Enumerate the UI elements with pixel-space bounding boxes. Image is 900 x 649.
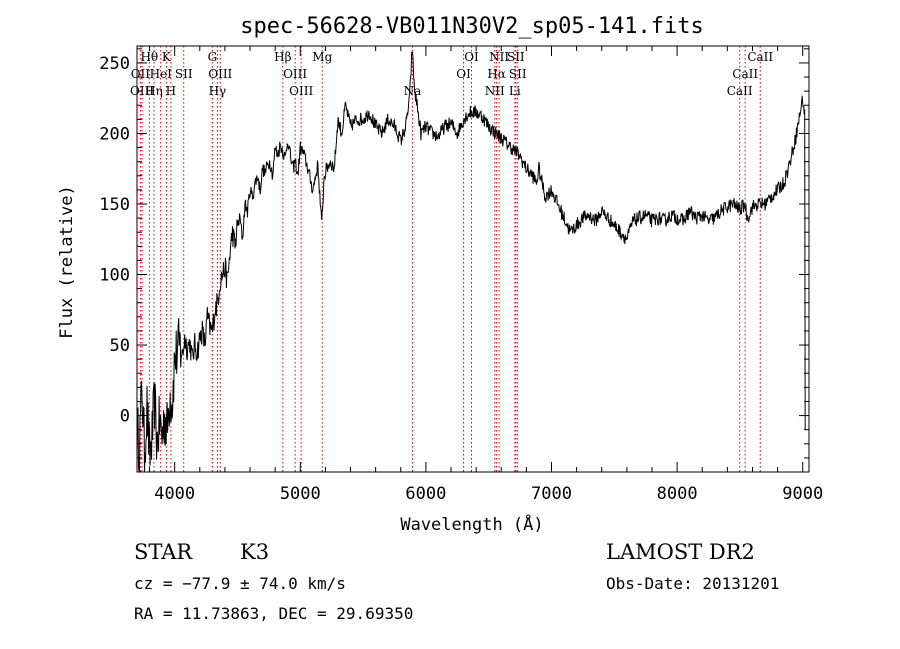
- y-axis-label: Flux (relative): [57, 185, 77, 339]
- line-label: K: [162, 50, 172, 64]
- line-label: SII: [507, 50, 525, 64]
- line-label: SII: [509, 67, 527, 81]
- line-label: Na: [404, 84, 422, 98]
- line-label: OIII: [208, 67, 232, 81]
- redshift-readout: cz = −77.9 ± 74.0 km/s: [134, 574, 346, 593]
- line-label: CaII: [727, 84, 753, 98]
- y-tick-label: 250: [99, 54, 130, 74]
- object-class: STAR: [134, 540, 193, 564]
- line-label: OII: [131, 67, 151, 81]
- x-tick-label: 4000: [154, 484, 195, 504]
- line-label: Hα: [487, 67, 506, 81]
- line-label: CaII: [732, 67, 758, 81]
- x-tick-label: 6000: [405, 484, 446, 504]
- x-tick-label: 9000: [782, 484, 823, 504]
- line-label: G: [208, 50, 218, 64]
- line-label: OIII: [289, 84, 313, 98]
- spectrum-line: [136, 51, 806, 473]
- line-label: Hη: [145, 84, 163, 98]
- line-label: Hθ: [140, 50, 158, 64]
- line-label: Li: [509, 84, 521, 98]
- y-tick-label: 200: [99, 124, 130, 144]
- x-tick-label: 5000: [280, 484, 321, 504]
- line-label: Hγ: [209, 84, 227, 98]
- x-tick-label: 8000: [657, 484, 698, 504]
- spectrum-series: [136, 51, 806, 473]
- plot-frame: [136, 45, 810, 473]
- coordinates-readout: RA = 11.73863, DEC = 29.69350: [134, 604, 414, 623]
- line-label: Hβ: [274, 50, 291, 64]
- line-label: OI: [464, 50, 479, 64]
- chart-title: spec-56628-VB011N30V2_sp05-141.fits: [240, 14, 704, 39]
- survey-name: LAMOST DR2: [606, 540, 755, 564]
- line-label: CaII: [747, 50, 773, 64]
- line-markers: [139, 46, 761, 472]
- obs-date: Obs-Date: 20131201: [606, 574, 780, 593]
- y-tick-label: 0: [120, 407, 130, 427]
- y-tick-label: 100: [99, 266, 130, 286]
- x-axis-label: Wavelength (Å): [400, 513, 543, 535]
- y-tick-label: 150: [99, 195, 130, 215]
- line-label: SII: [175, 67, 193, 81]
- x-tick-label: 7000: [531, 484, 572, 504]
- line-label: H: [166, 84, 176, 98]
- line-label: NII: [485, 84, 505, 98]
- line-label: OI: [456, 67, 471, 81]
- y-tick-label: 50: [110, 336, 130, 356]
- line-label: OIII: [283, 67, 307, 81]
- line-labels: Hθ OII OIII K HeI Hη SII H G OIII Hγ Hβ OIII OIII Mg Na…: [130, 50, 773, 98]
- object-subclass: K3: [240, 540, 270, 564]
- line-label: HeI: [150, 67, 173, 81]
- axis-ticks: 4000 5000 6000 7000 8000 9000 0 50 100 150 200 250: [99, 46, 823, 504]
- line-label: Mg: [312, 50, 332, 64]
- line-label: OIII: [130, 84, 154, 98]
- line-label: NII: [489, 50, 509, 64]
